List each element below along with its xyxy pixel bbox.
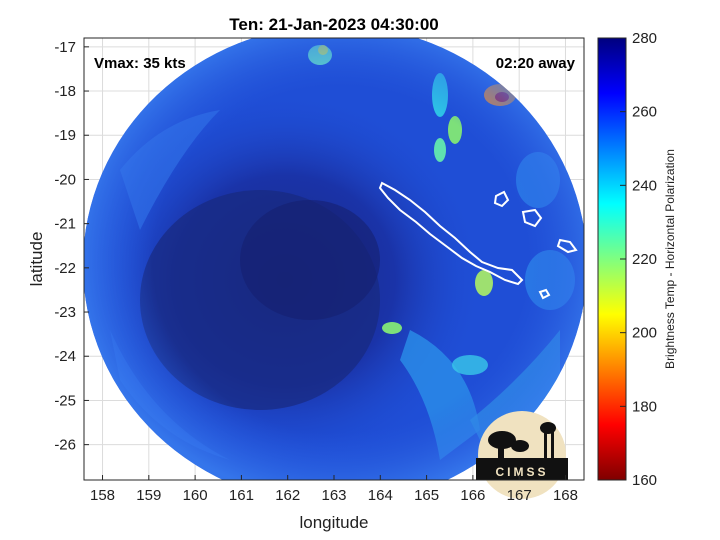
y-tick-label: -26 <box>54 437 76 454</box>
x-tick-label: 164 <box>368 487 393 504</box>
y-tick-label: -18 <box>54 83 76 100</box>
x-tick-label: 167 <box>507 487 532 504</box>
y-tick-label: -23 <box>54 304 76 321</box>
cimss-logo-text: CIMSS <box>495 465 548 479</box>
coastline-new-caledonia <box>378 181 524 286</box>
coastline-island <box>575 68 584 79</box>
cimss-logo: CIMSS <box>476 411 568 499</box>
coastline-island <box>538 288 551 300</box>
colorbar-ticks: 280 260 240 220 200 180 160 <box>620 30 657 489</box>
y-tick-label: -20 <box>54 171 76 188</box>
y-tick-label: -24 <box>54 348 76 365</box>
x-tick-label: 161 <box>229 487 254 504</box>
x-tick-label: 165 <box>414 487 439 504</box>
x-tick-label: 168 <box>553 487 578 504</box>
x-tick-label: 158 <box>90 487 115 504</box>
x-tick-label: 160 <box>183 487 208 504</box>
chart-title: Ten: 21-Jan-2023 04:30:00 <box>229 15 438 34</box>
time-away-label: 02:20 away <box>496 55 576 72</box>
x-axis-label: longitude <box>299 513 368 532</box>
colorbar-tick-label: 200 <box>632 325 657 342</box>
vmax-label: Vmax: 35 kts <box>94 55 186 72</box>
y-tick-label: -21 <box>54 216 76 233</box>
y-tick-label: -19 <box>54 127 76 144</box>
x-tick-label: 166 <box>460 487 485 504</box>
colorbar-tick-label: 280 <box>632 30 657 47</box>
colorbar-tick-label: 160 <box>632 472 657 489</box>
satellite-swath <box>84 38 584 480</box>
colorbar-tick-label: 180 <box>632 398 657 415</box>
x-tick-label: 162 <box>275 487 300 504</box>
y-tick-label: -17 <box>54 39 76 56</box>
coastline-island <box>521 208 543 228</box>
colorbar-tick-label: 220 <box>632 251 657 268</box>
x-axis-ticks: 158 159 160 161 162 163 164 165 166 167 168 <box>90 475 578 504</box>
coastline-island <box>556 238 578 254</box>
colorbar-tick-label: 240 <box>632 177 657 194</box>
y-axis-ticks: -17 -18 -19 -20 -21 -22 -23 -24 -25 -26 <box>54 39 89 454</box>
coastline-island <box>493 190 510 208</box>
y-axis-label: latitude <box>27 232 46 287</box>
y-tick-label: -25 <box>54 392 76 409</box>
x-tick-label: 163 <box>321 487 346 504</box>
colorbar-label: Brightness Temp - Horizontal Polarizatio… <box>663 149 677 369</box>
colorbar-tick-label: 260 <box>632 104 657 121</box>
x-tick-label: 159 <box>136 487 161 504</box>
y-tick-label: -22 <box>54 260 76 277</box>
